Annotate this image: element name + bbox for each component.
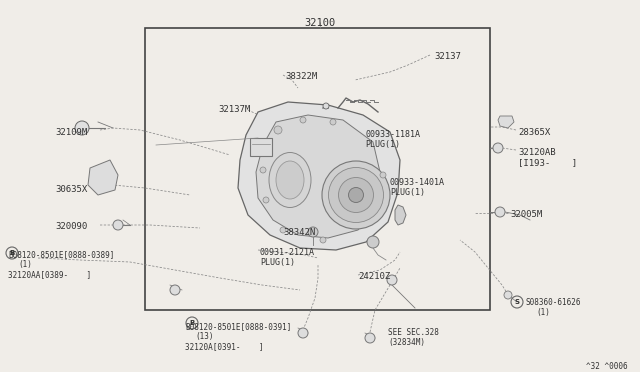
Circle shape — [495, 207, 505, 217]
Ellipse shape — [349, 187, 364, 202]
Text: 00931-2121A: 00931-2121A — [260, 248, 315, 257]
Circle shape — [365, 333, 375, 343]
Circle shape — [298, 328, 308, 338]
Circle shape — [387, 275, 397, 285]
Polygon shape — [238, 102, 400, 250]
Text: 24210Z: 24210Z — [358, 272, 390, 281]
Circle shape — [308, 227, 318, 237]
Text: SEE SEC.328: SEE SEC.328 — [388, 328, 439, 337]
Ellipse shape — [328, 167, 383, 222]
Circle shape — [367, 236, 379, 248]
Text: 00933-1181A: 00933-1181A — [365, 130, 420, 139]
Text: 32120AB: 32120AB — [518, 148, 556, 157]
Text: 32137: 32137 — [434, 52, 461, 61]
Text: (1): (1) — [536, 308, 550, 317]
Polygon shape — [88, 160, 118, 195]
Text: 320090: 320090 — [55, 222, 87, 231]
Text: PLUG(1): PLUG(1) — [390, 188, 425, 197]
Text: [I193-    ]: [I193- ] — [518, 158, 577, 167]
Circle shape — [320, 237, 326, 243]
Text: 38322M: 38322M — [285, 72, 317, 81]
Text: 32005M: 32005M — [510, 210, 542, 219]
Circle shape — [75, 121, 89, 135]
Circle shape — [380, 172, 386, 178]
Text: (1): (1) — [18, 260, 32, 269]
Text: S08360-61626: S08360-61626 — [526, 298, 582, 307]
Text: 32120AA[0389-    ]: 32120AA[0389- ] — [8, 270, 92, 279]
Circle shape — [280, 227, 286, 233]
Text: 32109M: 32109M — [55, 128, 87, 137]
Circle shape — [330, 119, 336, 125]
Text: (13): (13) — [195, 332, 214, 341]
Text: (32834M): (32834M) — [388, 338, 425, 347]
Text: 32120A[0391-    ]: 32120A[0391- ] — [185, 342, 264, 351]
Circle shape — [263, 197, 269, 203]
Text: 28365X: 28365X — [518, 128, 550, 137]
Polygon shape — [498, 116, 514, 128]
Polygon shape — [256, 115, 380, 238]
Text: PLUG(1): PLUG(1) — [365, 140, 400, 149]
Text: ^32 ^0006: ^32 ^0006 — [586, 362, 628, 371]
Circle shape — [323, 103, 329, 109]
Circle shape — [260, 167, 266, 173]
Circle shape — [504, 291, 512, 299]
Ellipse shape — [339, 177, 374, 212]
Text: B08120-8501E[0888-0389]: B08120-8501E[0888-0389] — [8, 250, 115, 259]
Text: PLUG(1): PLUG(1) — [260, 258, 295, 267]
Circle shape — [493, 143, 503, 153]
Text: S: S — [515, 299, 520, 305]
Text: 00933-1401A: 00933-1401A — [390, 178, 445, 187]
Text: B08120-8501E[0888-0391]: B08120-8501E[0888-0391] — [185, 322, 291, 331]
Circle shape — [300, 117, 306, 123]
Bar — [145, 28, 490, 310]
Bar — [250, 138, 272, 156]
Ellipse shape — [276, 161, 304, 199]
Text: 38342N: 38342N — [283, 228, 316, 237]
Text: 30635X: 30635X — [55, 185, 87, 194]
Circle shape — [274, 126, 282, 134]
Circle shape — [113, 220, 123, 230]
Ellipse shape — [322, 161, 390, 229]
Text: B: B — [10, 250, 15, 256]
Ellipse shape — [269, 153, 311, 208]
Circle shape — [170, 285, 180, 295]
Text: 32137M: 32137M — [218, 105, 250, 114]
Text: 32100: 32100 — [305, 18, 335, 28]
Text: B: B — [189, 320, 195, 326]
Polygon shape — [395, 205, 406, 225]
